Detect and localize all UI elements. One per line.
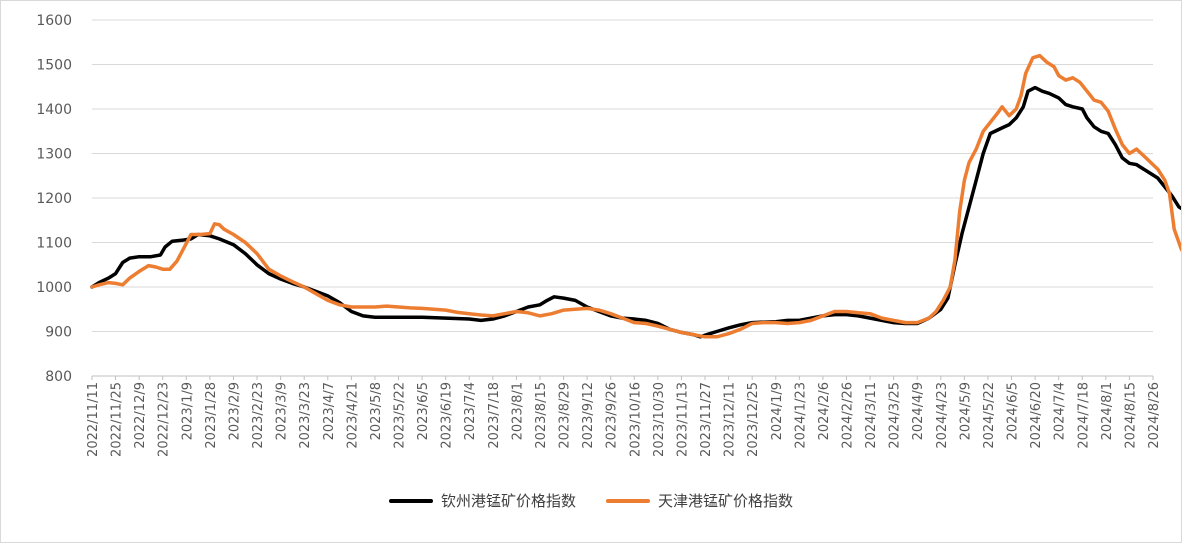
x-tick-label: 2023/4/21	[345, 382, 360, 449]
x-tick-label: 2023/5/8	[369, 382, 384, 440]
y-tick-label: 1300	[36, 147, 72, 163]
legend-swatch-tianjin	[606, 498, 650, 503]
series-line-qinzhou	[90, 85, 1182, 339]
x-tick-label: 2024/4/9	[911, 382, 926, 440]
x-tick-label: 2023/10/30	[652, 382, 667, 457]
x-tick-label: 2023/11/27	[699, 382, 714, 457]
x-tick-label: 2024/6/5	[1006, 382, 1021, 440]
x-tick-label: 2023/1/28	[204, 382, 219, 449]
y-tick-label: 1000	[36, 280, 72, 296]
x-tick-label: 2023/6/5	[416, 382, 431, 440]
legend-item-qinzhou: 钦州港锰矿价格指数	[388, 490, 576, 511]
x-tick-label: 2024/8/26	[1147, 382, 1162, 449]
x-tick-label: 2022/11/25	[110, 382, 125, 457]
x-tick-label: 2023/2/23	[251, 382, 266, 449]
x-tick-label: 2023/3/9	[275, 382, 290, 440]
x-tick-label: 2024/1/9	[770, 382, 785, 440]
y-tick-label: 1200	[36, 191, 72, 207]
x-tick-label: 2023/9/26	[605, 382, 620, 449]
x-axis: 2022/11/11 2022/11/25 2022/12/9 2022/12/23 2…	[86, 376, 1162, 457]
legend: 钦州港锰矿价格指数 天津港锰矿价格指数	[0, 490, 1182, 511]
x-tick-label: 2023/7/4	[463, 382, 478, 440]
x-tick-label: 2023/12/25	[746, 382, 761, 457]
x-tick-label: 2023/9/12	[581, 382, 596, 449]
legend-label-qinzhou: 钦州港锰矿价格指数	[440, 492, 576, 510]
x-tick-label: 2024/3/25	[888, 382, 903, 449]
y-axis: 800 900 1000 1100 1200 1300 1400 1500 1600	[36, 13, 72, 385]
x-tick-label: 2023/7/18	[487, 382, 502, 449]
legend-item-tianjin: 天津港锰矿价格指数	[606, 490, 793, 511]
x-tick-label: 2023/8/29	[558, 382, 573, 449]
legend-label-tianjin: 天津港锰矿价格指数	[658, 492, 794, 510]
x-tick-label: 2024/6/20	[1029, 382, 1044, 449]
y-tick-label: 1400	[36, 102, 72, 118]
x-tick-label: 2024/7/18	[1076, 382, 1091, 449]
x-tick-label: 2024/3/11	[864, 382, 879, 449]
x-tick-label: 2023/12/11	[723, 382, 738, 457]
x-tick-label: 2023/2/9	[227, 382, 242, 440]
x-tick-label: 2024/8/1	[1100, 382, 1115, 440]
y-tick-label: 900	[45, 325, 72, 341]
x-tick-label: 2022/12/23	[157, 382, 172, 457]
x-tick-label: 2023/10/16	[628, 382, 643, 457]
y-tick-label: 800	[45, 369, 72, 385]
series-line-tianjin	[90, 53, 1182, 339]
x-tick-label: 2023/6/19	[440, 382, 455, 449]
x-tick-label: 2024/2/6	[817, 382, 832, 440]
x-tick-label: 2024/5/22	[982, 382, 997, 449]
x-tick-label: 2023/3/23	[298, 382, 313, 449]
x-tick-label: 2024/1/23	[793, 382, 808, 449]
x-tick-label: 2024/2/26	[840, 382, 855, 449]
series-lines	[90, 53, 1182, 339]
y-tick-label: 1100	[36, 236, 72, 252]
x-tick-label: 2024/5/9	[958, 382, 973, 440]
x-tick-label: 2024/7/4	[1053, 382, 1068, 440]
x-tick-label: 2023/11/13	[675, 382, 690, 457]
x-tick-label: 2022/12/9	[133, 382, 148, 449]
legend-swatch-qinzhou	[388, 498, 433, 503]
x-tick-label: 2024/8/15	[1123, 382, 1138, 449]
x-tick-label: 2022/11/11	[86, 382, 101, 457]
x-tick-label: 2023/5/22	[393, 382, 408, 449]
x-tick-label: 2024/4/23	[935, 382, 950, 449]
y-tick-label: 1500	[36, 58, 72, 74]
gridlines	[92, 19, 1153, 377]
x-tick-label: 2023/8/15	[534, 382, 549, 449]
x-tick-label: 2023/1/9	[180, 382, 195, 440]
x-tick-label: 2023/8/1	[510, 382, 525, 440]
x-tick-label: 2023/4/7	[322, 382, 337, 440]
y-tick-label: 1600	[36, 13, 72, 29]
